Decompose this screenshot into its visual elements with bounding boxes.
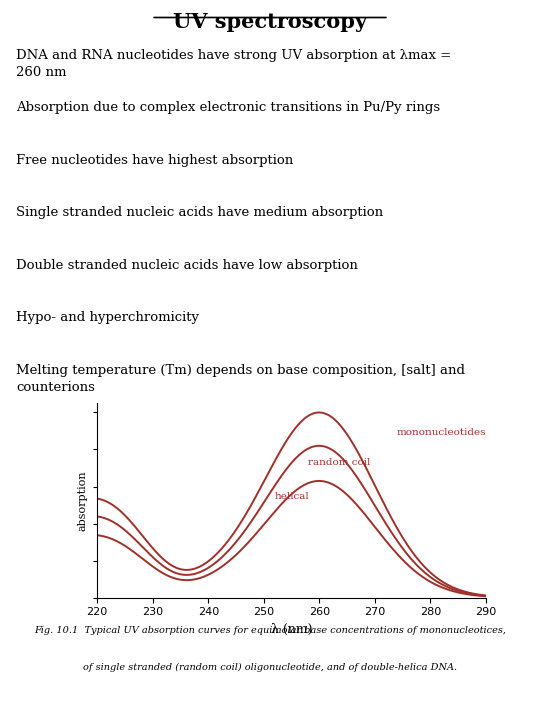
Text: Double stranded nucleic acids have low absorption: Double stranded nucleic acids have low a… xyxy=(16,258,358,271)
Text: Fig. 10.1  Typical UV absorption curves for equimolar base concentrations of mon: Fig. 10.1 Typical UV absorption curves f… xyxy=(34,626,506,635)
Text: mononucleotides: mononucleotides xyxy=(397,428,487,436)
Text: Melting temperature (Tm) depends on base composition, [salt] and
counterions: Melting temperature (Tm) depends on base… xyxy=(16,364,465,394)
Text: UV spectroscopy: UV spectroscopy xyxy=(173,12,367,32)
Y-axis label: absorption: absorption xyxy=(77,470,87,531)
X-axis label: λ (nm): λ (nm) xyxy=(271,623,312,636)
Text: Absorption due to complex electronic transitions in Pu/Py rings: Absorption due to complex electronic tra… xyxy=(16,101,440,114)
Text: DNA and RNA nucleotides have strong UV absorption at λmax =
260 nm: DNA and RNA nucleotides have strong UV a… xyxy=(16,49,451,78)
Text: of single stranded (random coil) oligonucleotide, and of double-helica DNA.: of single stranded (random coil) oligonu… xyxy=(83,662,457,672)
Text: helical: helical xyxy=(275,492,309,500)
Text: random coil: random coil xyxy=(308,458,370,467)
Text: Hypo- and hyperchromicity: Hypo- and hyperchromicity xyxy=(16,311,199,324)
Text: Free nucleotides have highest absorption: Free nucleotides have highest absorption xyxy=(16,153,293,166)
Text: Single stranded nucleic acids have medium absorption: Single stranded nucleic acids have mediu… xyxy=(16,206,383,219)
